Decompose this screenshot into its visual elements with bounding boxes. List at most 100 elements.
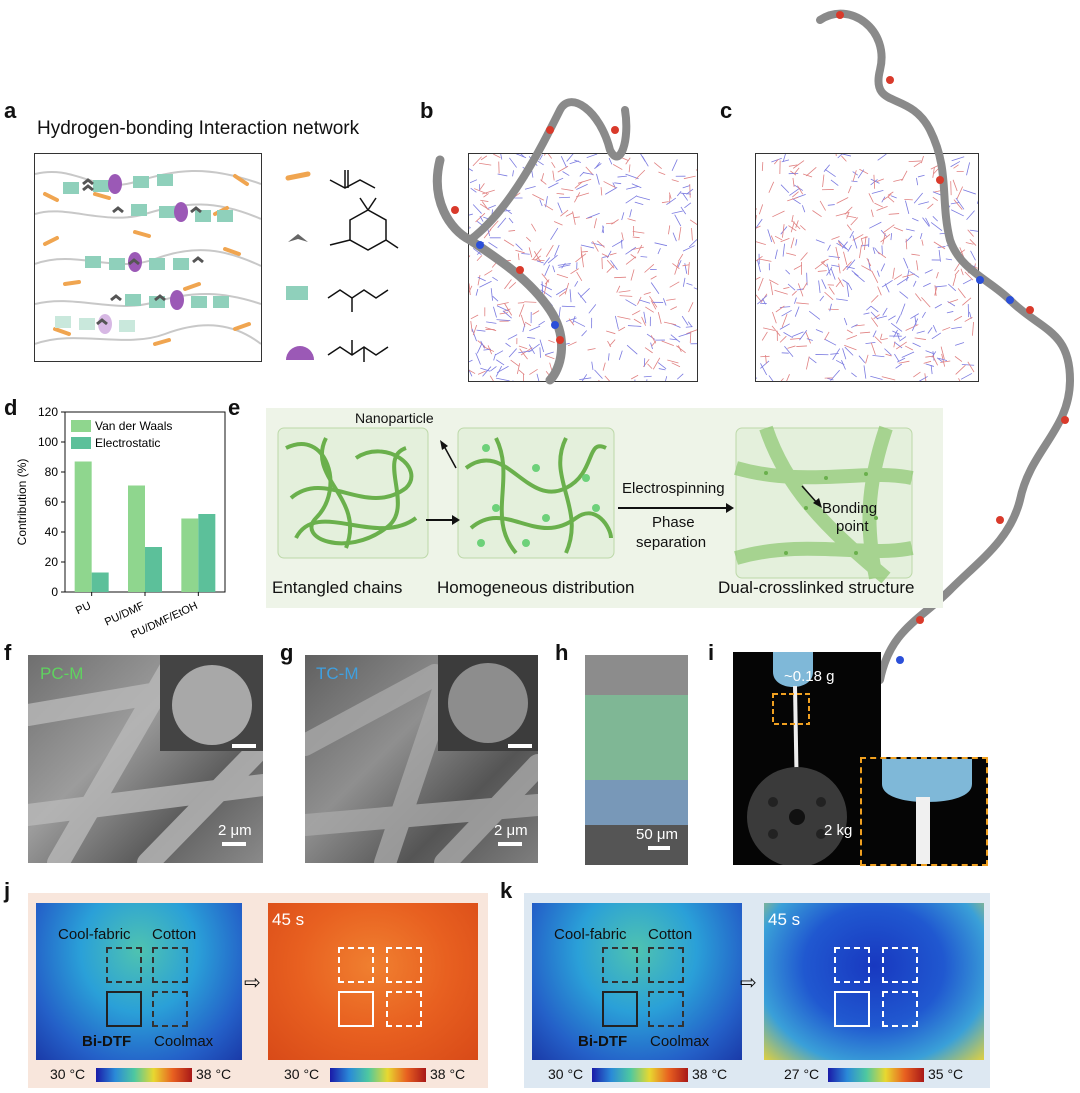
thermal-image-j-after xyxy=(268,903,478,1060)
y-tick-label: 60 xyxy=(45,495,59,509)
separation-label: separation xyxy=(636,534,707,551)
scalebar-g xyxy=(498,842,522,846)
phase-label: Phase xyxy=(652,514,695,531)
homogeneous-distribution-label: Homogeneous distribution xyxy=(437,578,635,597)
panel-label-c: c xyxy=(720,98,733,123)
sem-image-pc-m xyxy=(28,655,263,863)
hbond-legend xyxy=(285,170,399,362)
urethane-legend-swatch xyxy=(286,286,308,300)
hbond-network-illustration xyxy=(34,170,262,346)
time-label-k: 45 s xyxy=(768,910,801,929)
label-bidtf-k: Bi-DTF xyxy=(578,1033,628,1050)
cbar1-min-j: 30 °C xyxy=(50,1066,86,1082)
panel-label-d: d xyxy=(4,395,18,420)
label-cotton-k: Cotton xyxy=(648,926,693,943)
legend-label: Van der Waals xyxy=(95,419,172,433)
cbar1-max-k: 38 °C xyxy=(692,1066,728,1082)
bar-electrostatic xyxy=(145,547,162,592)
y-tick-label: 100 xyxy=(38,435,58,449)
label-coolmax-k: Coolmax xyxy=(650,1033,710,1050)
ester-structure-icon xyxy=(329,170,376,189)
cbar2-max-j: 38 °C xyxy=(430,1066,466,1082)
bar-vdw xyxy=(74,461,92,592)
cbar1-max-j: 38 °C xyxy=(196,1066,232,1082)
urethane-structure-icon xyxy=(327,289,389,312)
isophorone-structure-icon xyxy=(329,197,399,251)
y-tick-label: 120 xyxy=(38,405,58,419)
legend-swatch xyxy=(71,437,91,449)
oxamide-structure-icon xyxy=(327,340,389,362)
cbar2-max-k: 35 °C xyxy=(928,1066,964,1082)
colorbar-j-1 xyxy=(96,1068,192,1082)
label-coolmax-j: Coolmax xyxy=(154,1033,214,1050)
scale-label-f: 2 μm xyxy=(218,822,252,839)
label-cool-fabric-j: Cool-fabric xyxy=(58,926,131,943)
bar-electrostatic xyxy=(198,514,216,592)
solvent-mesh-b xyxy=(457,146,702,392)
scalebar-g-inset xyxy=(508,744,532,748)
cbar2-min-k: 27 °C xyxy=(784,1066,820,1082)
label-cotton-j: Cotton xyxy=(152,926,197,943)
cycloaliphatic-legend-swatch xyxy=(288,234,308,242)
cbar1-min-k: 30 °C xyxy=(548,1066,584,1082)
y-tick-label: 40 xyxy=(45,525,59,539)
y-tick-label: 20 xyxy=(45,555,59,569)
bar-vdw xyxy=(181,518,199,592)
arrow-k: ⇨ xyxy=(740,972,757,994)
colorbar-j-2 xyxy=(330,1068,426,1082)
entangled-chains-label: Entangled chains xyxy=(272,578,403,597)
panel-label-k: k xyxy=(500,878,513,903)
panel-e-background xyxy=(266,408,943,608)
tc-m-label: TC-M xyxy=(316,664,359,683)
weight-bottom-label: 2 kg xyxy=(824,822,853,839)
scalebar-f-inset xyxy=(232,744,256,748)
panel-label-a: a xyxy=(4,98,17,123)
scale-label-g: 2 μm xyxy=(494,822,528,839)
time-label-j: 45 s xyxy=(272,910,305,929)
thermal-image-j-before xyxy=(36,903,242,1060)
hbond-network-box xyxy=(34,153,262,362)
panel-label-h: h xyxy=(555,640,569,665)
thermal-image-k-after xyxy=(764,903,984,1060)
electrospinning-label: Electrospinning xyxy=(622,480,725,497)
colorbar-k-1 xyxy=(592,1068,688,1082)
cross-section-image xyxy=(585,655,688,865)
panel-label-b: b xyxy=(420,98,434,123)
nanoparticle-label: Nanoparticle xyxy=(355,410,434,426)
panel-label-i: i xyxy=(708,640,715,665)
point-label: point xyxy=(836,518,869,535)
panel-label-j: j xyxy=(4,878,11,903)
solvent-mesh-c xyxy=(744,144,982,389)
colorbar-k-2 xyxy=(828,1068,924,1082)
scalebar-h xyxy=(648,846,670,850)
bonding-label: Bonding xyxy=(822,500,878,517)
y-axis-label: Contribution (%) xyxy=(15,459,29,546)
panel-label-e: e xyxy=(228,395,241,420)
cbar2-min-j: 30 °C xyxy=(284,1066,320,1082)
arrow-j: ⇨ xyxy=(244,972,261,994)
y-tick-label: 80 xyxy=(45,465,59,479)
weight-top-label: ~0.18 g xyxy=(784,668,835,685)
sem-image-tc-m xyxy=(305,655,538,863)
polymer-chain-b xyxy=(432,98,631,385)
bar-vdw xyxy=(128,485,145,592)
panel-label-g: g xyxy=(280,640,294,665)
pc-m-label: PC-M xyxy=(40,664,84,683)
zoom-inset-fiber xyxy=(860,757,988,866)
scale-label-h: 50 μm xyxy=(636,826,678,843)
process-schematic xyxy=(277,425,914,584)
ester-legend-swatch xyxy=(285,171,311,181)
label-bidtf-j: Bi-DTF xyxy=(82,1033,132,1050)
panel-label-f: f xyxy=(4,640,12,665)
label-cool-fabric-k: Cool-fabric xyxy=(554,926,627,943)
legend-swatch xyxy=(71,420,91,432)
bar-electrostatic xyxy=(91,572,109,592)
dual-crosslinked-label: Dual-crosslinked structure xyxy=(718,578,915,597)
scalebar-f xyxy=(222,842,246,846)
panel-a-title: Hydrogen-bonding Interaction network xyxy=(37,118,360,139)
y-tick-label: 0 xyxy=(51,585,58,599)
weight-lift-photo xyxy=(733,652,881,867)
legend-label: Electrostatic xyxy=(95,436,160,450)
x-tick-label: PU xyxy=(74,600,93,617)
